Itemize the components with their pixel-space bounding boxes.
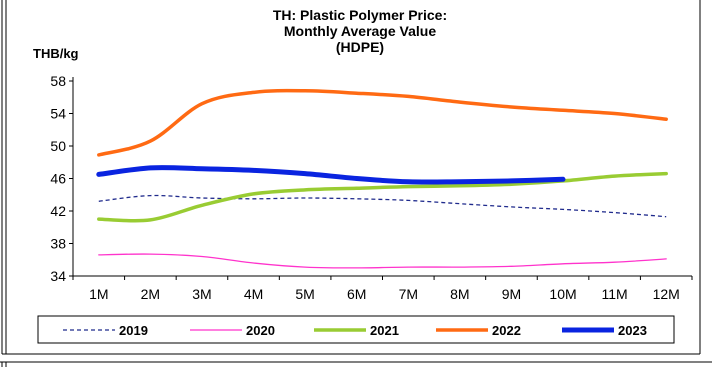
plot-area: 34 38 42 46 50 54 58 1M 2M 3M 4M 5M 6M 7M 8M 9M 10M 11M 12… bbox=[50, 73, 693, 302]
legend: 2019 2020 2021 2022 2023 bbox=[37, 315, 675, 344]
chart-title: TH: Plastic Polymer Price:Monthly Averag… bbox=[273, 7, 447, 55]
legend-label-2019: 2019 bbox=[119, 323, 148, 338]
legend-label-2022: 2022 bbox=[492, 323, 521, 338]
y-tick-label: 42 bbox=[50, 203, 66, 219]
x-tick-label: 4M bbox=[244, 286, 263, 302]
series-line-2022 bbox=[97, 88, 668, 157]
y-tick-label: 46 bbox=[50, 171, 66, 187]
series-line-2019 bbox=[98, 194, 667, 218]
y-tick-label: 50 bbox=[50, 138, 66, 154]
x-tick-label: 6M bbox=[347, 286, 366, 302]
chart-title-line: TH: Plastic Polymer Price: bbox=[273, 7, 447, 23]
chart-title-line: (HDPE) bbox=[336, 39, 384, 55]
legend-label-2020: 2020 bbox=[246, 323, 275, 338]
x-tick-label: 9M bbox=[502, 286, 521, 302]
series-line-2021 bbox=[97, 171, 668, 223]
x-tick-label: 1M bbox=[89, 286, 108, 302]
y-tick-label: 54 bbox=[50, 106, 66, 122]
chart-title-line: Monthly Average Value bbox=[284, 23, 436, 39]
x-tick-label: 2M bbox=[141, 286, 160, 302]
x-tick-label: 12M bbox=[653, 286, 680, 302]
x-tick-label: 5M bbox=[295, 286, 314, 302]
x-tick-label: 11M bbox=[602, 286, 628, 302]
x-tick-label: 7M bbox=[399, 286, 418, 302]
y-tick-label: 34 bbox=[50, 268, 66, 284]
legend-label-2021: 2021 bbox=[370, 323, 399, 338]
series-line-2020 bbox=[98, 253, 667, 269]
x-tick-label: 8M bbox=[450, 286, 469, 302]
y-tick-label: 38 bbox=[50, 236, 66, 252]
x-tick-label: 10M bbox=[549, 286, 576, 302]
x-tick-label: 3M bbox=[192, 286, 211, 302]
legend-label-2023: 2023 bbox=[618, 323, 647, 338]
y-tick-label: 58 bbox=[50, 73, 66, 89]
y-axis-label: THB/kg bbox=[33, 46, 79, 61]
series-line-2023 bbox=[96, 165, 566, 185]
